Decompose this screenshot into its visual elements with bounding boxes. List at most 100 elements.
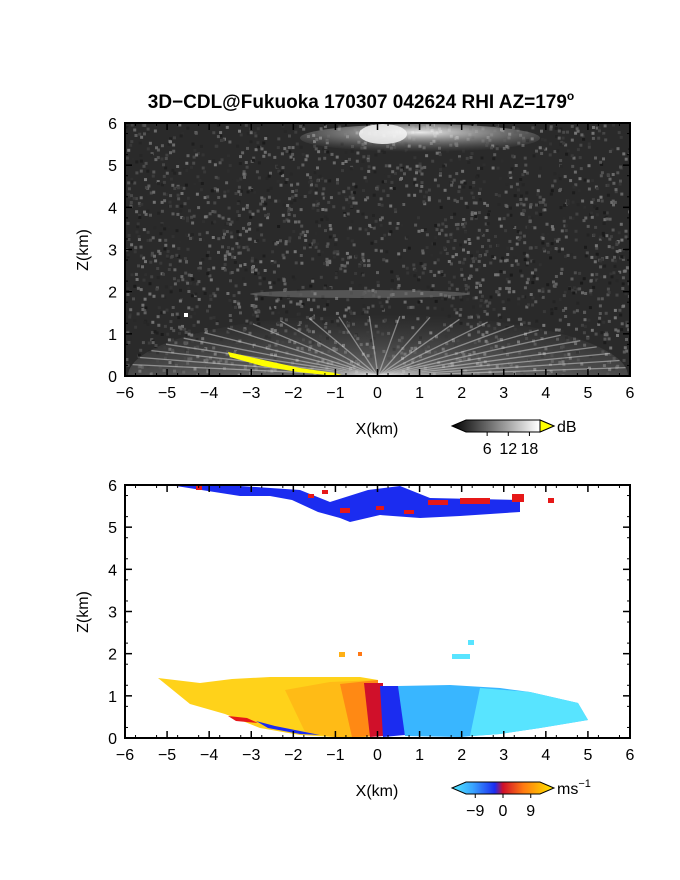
noise-pixel: [517, 237, 521, 241]
noise-pixel: [393, 208, 397, 212]
x-tick-label: −4: [200, 385, 218, 402]
noise-pixel: [482, 227, 486, 231]
noise-pixel: [362, 292, 366, 296]
noise-pixel: [546, 243, 550, 247]
noise-pixel: [434, 236, 438, 239]
noise-pixel: [284, 240, 288, 244]
noise-pixel: [314, 147, 318, 151]
noise-pixel: [608, 177, 612, 181]
noise-pixel: [362, 155, 366, 159]
noise-pixel: [244, 268, 248, 272]
noise-pixel: [534, 211, 538, 215]
noise-pixel: [356, 151, 360, 155]
noise-pixel: [322, 303, 326, 307]
noise-pixel: [372, 166, 376, 170]
noise-pixel: [564, 255, 567, 258]
noise-pixel: [459, 243, 463, 247]
noise-pixel: [223, 257, 227, 261]
noise-pixel: [521, 173, 525, 177]
noise-pixel: [152, 294, 156, 298]
noise-pixel: [468, 242, 472, 245]
noise-pixel: [423, 195, 426, 199]
noise-pixel: [617, 231, 621, 235]
noise-pixel: [606, 287, 610, 291]
noise-pixel: [230, 271, 234, 274]
noise-pixel: [621, 287, 625, 290]
noise-pixel: [444, 233, 448, 237]
noise-pixel: [597, 136, 601, 140]
noise-pixel: [553, 150, 557, 154]
noise-pixel: [169, 140, 172, 144]
noise-pixel: [609, 235, 613, 239]
noise-pixel: [214, 144, 218, 148]
noise-pixel: [191, 277, 195, 281]
noise-pixel: [239, 155, 242, 159]
noise-pixel: [514, 259, 518, 263]
noise-pixel: [560, 229, 564, 233]
noise-pixel: [264, 214, 268, 218]
noise-pixel: [138, 141, 142, 145]
noise-pixel: [146, 238, 150, 242]
noise-pixel: [489, 295, 493, 299]
noise-pixel: [460, 298, 464, 302]
noise-pixel: [446, 240, 450, 244]
noise-pixel: [470, 152, 474, 155]
noise-pixel: [133, 128, 137, 132]
fan-ray: [377, 315, 401, 376]
noise-pixel: [160, 200, 164, 204]
noise-pixel: [496, 243, 500, 247]
noise-pixel: [276, 165, 280, 169]
colorbar-unit-base: ms: [557, 781, 578, 798]
noise-pixel: [276, 146, 280, 150]
noise-pixel: [270, 260, 274, 263]
noise-pixel: [325, 260, 329, 264]
noise-pixel: [492, 157, 496, 161]
noise-pixel: [449, 158, 453, 162]
fan-ray: [227, 327, 379, 376]
noise-pixel: [486, 222, 490, 226]
noise-pixel: [449, 262, 453, 266]
noise-pixel: [619, 135, 623, 139]
noise-pixel: [526, 250, 530, 254]
noise-pixel: [269, 186, 273, 190]
noise-pixel: [427, 198, 431, 202]
noise-pixel: [244, 161, 248, 164]
noise-pixel: [564, 315, 568, 318]
noise-pixel: [371, 288, 375, 292]
noise-pixel: [600, 162, 604, 166]
noise-pixel: [203, 196, 207, 200]
noise-pixel: [348, 157, 351, 161]
noise-pixel: [164, 238, 168, 242]
noise-pixel: [298, 236, 301, 240]
noise-pixel: [433, 273, 437, 277]
colorbar-tick-label: 9: [526, 803, 535, 820]
noise-pixel: [597, 279, 601, 283]
noise-pixel: [532, 275, 536, 278]
noise-pixel: [598, 316, 602, 320]
noise-pixel: [470, 254, 473, 258]
noise-pixel: [597, 297, 601, 301]
noise-pixel: [381, 307, 385, 311]
noise-pixel: [316, 202, 320, 206]
noise-pixel: [149, 238, 153, 242]
noise-pixel: [310, 289, 314, 293]
noise-pixel: [238, 162, 242, 165]
noise-pixel: [595, 126, 599, 130]
noise-pixel: [379, 223, 383, 227]
noise-pixel: [382, 150, 386, 154]
noise-pixel: [343, 195, 347, 199]
noise-pixel: [169, 320, 173, 324]
noise-pixel: [566, 234, 570, 238]
noise-pixel: [599, 259, 603, 263]
noise-pixel: [211, 210, 215, 213]
noise-pixel: [248, 227, 252, 231]
noise-pixel: [466, 285, 470, 289]
noise-pixel: [134, 134, 138, 137]
noise-pixel: [227, 246, 230, 249]
noise-pixel: [476, 250, 479, 254]
noise-pixel: [125, 156, 129, 160]
noise-pixel: [305, 154, 309, 158]
noise-pixel: [477, 186, 481, 190]
noise-pixel: [483, 310, 487, 313]
noise-pixel: [329, 196, 333, 200]
